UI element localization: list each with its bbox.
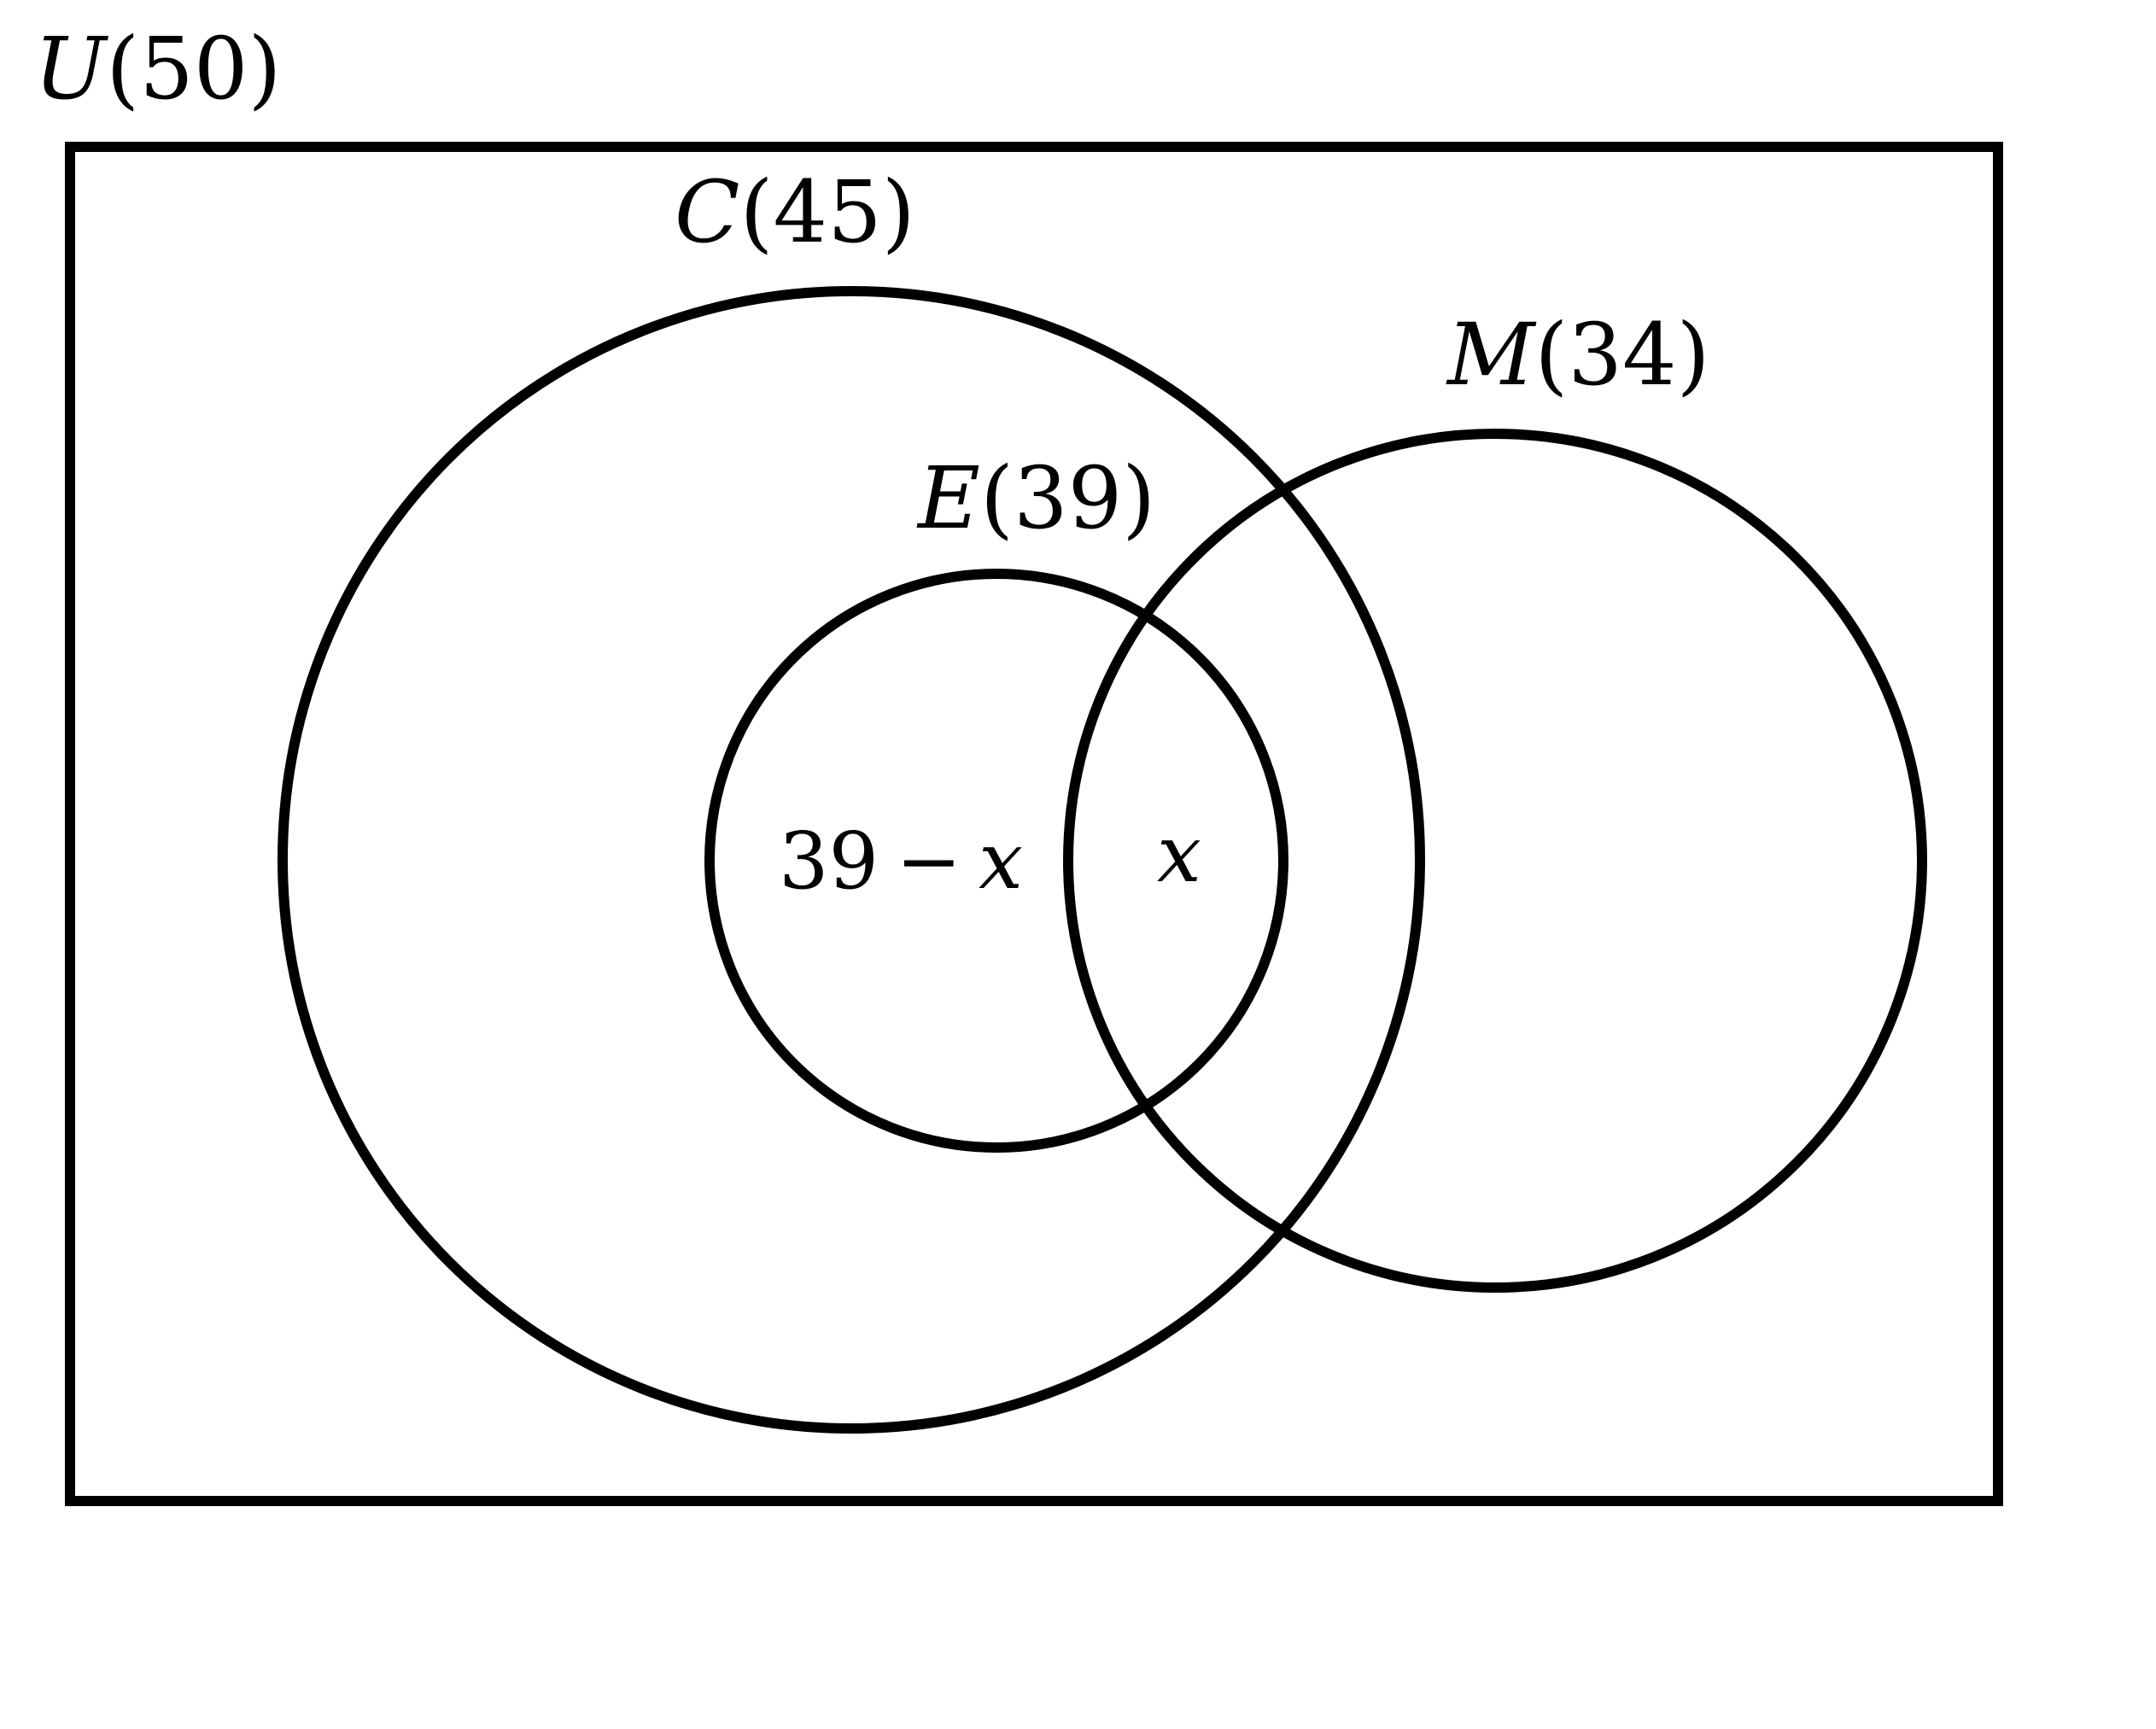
- region-e-and-m-label: x: [1157, 809, 1201, 900]
- set-e-circle: [704, 569, 1288, 1153]
- universe-count: (50): [106, 19, 281, 119]
- region-e-only-variable: x: [979, 815, 1023, 907]
- universe-label: U(50): [34, 19, 282, 119]
- set-c-label: C(45): [675, 162, 915, 262]
- set-e-count: (39): [980, 448, 1155, 548]
- universe-box: [65, 142, 2003, 1506]
- set-m-circle: [1063, 429, 1927, 1293]
- set-m-label: M(34): [1446, 305, 1710, 405]
- set-e-symbol: E: [916, 448, 980, 548]
- set-m-symbol: M: [1446, 305, 1537, 405]
- set-m-count: (34): [1534, 305, 1709, 405]
- region-e-only-operator: −: [896, 815, 961, 907]
- region-e-only-label: 39− x: [779, 815, 1023, 907]
- set-c-symbol: C: [675, 162, 740, 262]
- set-c-count: (45): [740, 162, 915, 262]
- region-e-only-number: 39: [779, 815, 879, 907]
- set-e-label: E(39): [916, 448, 1155, 548]
- set-c-circle: [278, 286, 1425, 1434]
- universe-symbol: U: [34, 19, 109, 119]
